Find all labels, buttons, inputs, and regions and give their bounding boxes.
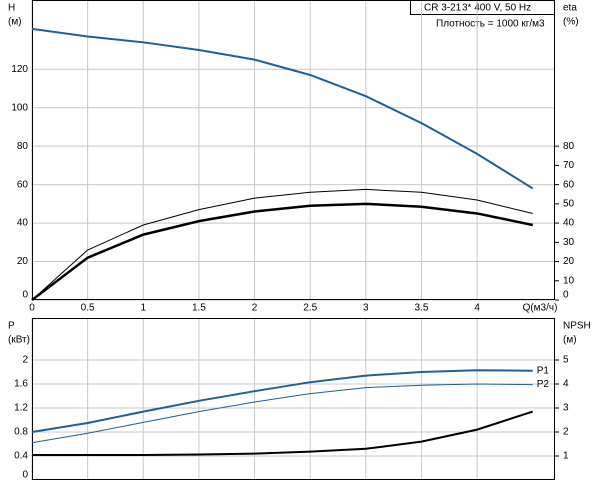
y-tick-label: 0 xyxy=(22,470,28,480)
series-label: P2 xyxy=(537,379,550,390)
x-tick-label: 1 xyxy=(140,303,146,314)
y-tick-label: 0.4 xyxy=(14,451,28,462)
y2-tick-label: 20 xyxy=(563,256,575,267)
curve xyxy=(31,369,533,433)
y-tick-label: 100 xyxy=(11,102,28,113)
x-tick-label: 3 xyxy=(363,303,369,314)
y-tick-label: 2 xyxy=(22,355,28,366)
y2-tick-label: 80 xyxy=(563,141,575,152)
y2-tick-label: 30 xyxy=(563,237,575,248)
density: Плотность = 1000 кг/м3 xyxy=(436,19,545,30)
supply: 3* 400 V, 50 Hz xyxy=(462,3,531,14)
y-tick-label: 80 xyxy=(17,141,29,152)
x-axis-label: Q(м3/ч) xyxy=(523,303,558,314)
y-tick-label: 0.8 xyxy=(14,427,28,438)
curve xyxy=(31,27,534,190)
y-tick-label: 120 xyxy=(11,64,28,75)
y2-axis-unit: (м) xyxy=(563,335,577,346)
y2-tick-label: 2 xyxy=(563,427,569,438)
y2-tick-label: 50 xyxy=(563,198,575,209)
y2-axis-label: eta xyxy=(563,3,577,14)
y-axis-label: H xyxy=(8,3,15,14)
y2-tick-label: 0 xyxy=(563,290,569,301)
y-tick-label: 20 xyxy=(17,256,29,267)
series-label: P1 xyxy=(537,365,550,376)
x-tick-label: 4 xyxy=(474,303,480,314)
y-tick-label: 0 xyxy=(22,290,28,301)
curve xyxy=(32,410,534,457)
y2-tick-label: 10 xyxy=(563,275,575,286)
y2-tick-label: 40 xyxy=(563,218,575,229)
y-tick-label: 40 xyxy=(17,218,29,229)
x-tick-label: 2.5 xyxy=(303,303,317,314)
y-axis-label: P xyxy=(8,321,15,332)
y-tick-label: 1.6 xyxy=(14,379,28,390)
x-tick-label: 0 xyxy=(29,303,35,314)
y2-tick-label: 3 xyxy=(563,403,569,414)
x-tick-label: 2 xyxy=(252,303,258,314)
model: CR 3-21 xyxy=(424,3,462,14)
y2-tick-label: 4 xyxy=(563,379,569,390)
x-tick-label: 1.5 xyxy=(192,303,206,314)
curve xyxy=(31,202,533,301)
curve xyxy=(31,188,533,301)
y-axis-unit: (кВт) xyxy=(8,335,30,346)
x-tick-label: 0.5 xyxy=(81,303,95,314)
x-tick-label: 3.5 xyxy=(415,303,429,314)
y2-tick-label: 70 xyxy=(563,160,575,171)
y-axis-unit: (м) xyxy=(8,17,22,28)
y2-tick-label: 5 xyxy=(563,355,569,366)
plot-frame xyxy=(32,0,555,300)
y2-axis-label: NPSH xyxy=(563,321,591,332)
y2-axis-unit: (%) xyxy=(563,17,579,28)
y-tick-label: 1.2 xyxy=(14,403,28,414)
curve xyxy=(31,383,533,444)
y-tick-label: 60 xyxy=(17,179,29,190)
y2-tick-label: 1 xyxy=(563,451,569,462)
y2-tick-label: 60 xyxy=(563,179,575,190)
